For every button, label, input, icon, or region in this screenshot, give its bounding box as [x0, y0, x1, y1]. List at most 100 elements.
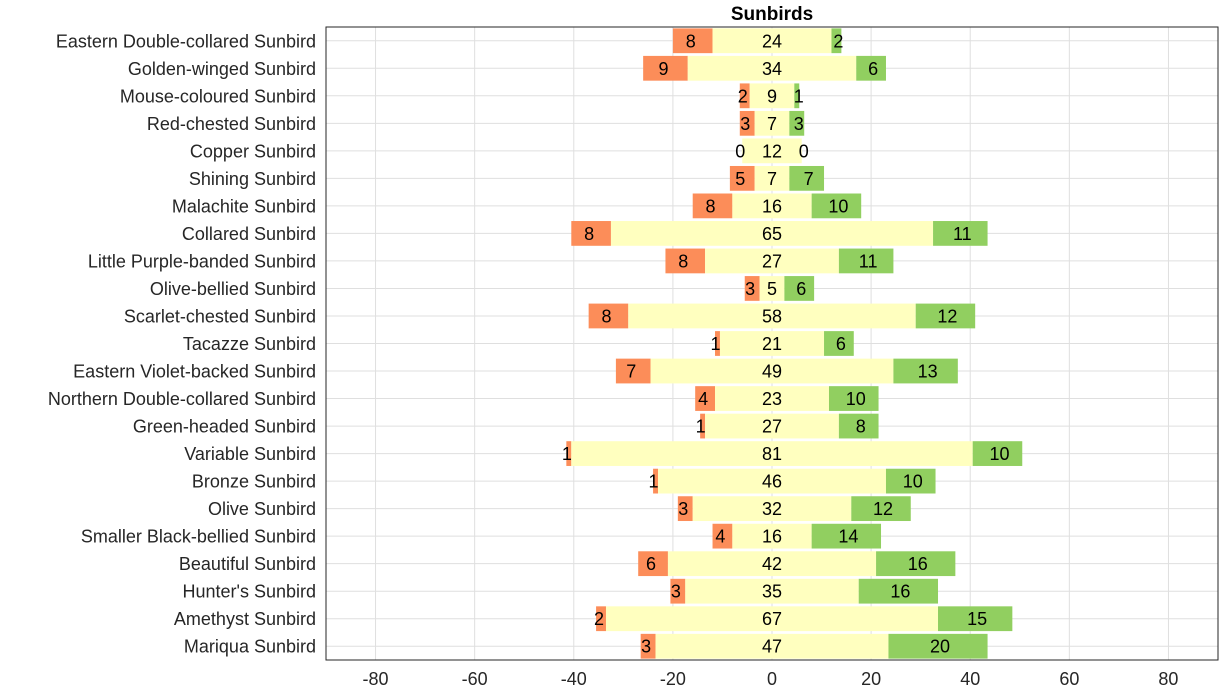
value-label-left: 3: [678, 499, 688, 519]
bar-segment-center: [687, 55, 857, 81]
value-label-left: 1: [696, 417, 706, 437]
value-label-right: 6: [868, 59, 878, 79]
category-label: Collared Sunbird: [182, 224, 316, 244]
value-label-left: 3: [745, 279, 755, 299]
bar-segment-right: [838, 248, 894, 274]
bar-segment-center: [658, 468, 886, 494]
value-label-center: 16: [762, 527, 782, 547]
category-label: Hunter's Sunbird: [182, 582, 316, 602]
value-label-center: 16: [762, 196, 782, 216]
category-label: Olive-bellied Sunbird: [150, 279, 316, 299]
category-label: Mariqua Sunbird: [184, 637, 316, 657]
value-label-center: 35: [762, 582, 782, 602]
bar-segment-left: [670, 578, 686, 604]
bar-segment-center: [742, 138, 802, 164]
value-label-right: 10: [903, 472, 923, 492]
value-label-right: 16: [890, 582, 910, 602]
value-label-right: 11: [859, 251, 878, 271]
value-label-right: 2: [833, 31, 843, 51]
bars: [566, 28, 1023, 659]
bar-segment-right: [794, 83, 800, 109]
x-tick-label: -80: [363, 669, 389, 689]
value-label-center: 67: [762, 609, 782, 629]
bar-segment-right: [828, 386, 879, 411]
bar-segment-center: [754, 110, 790, 136]
value-labels: 8 24 29 34 62 9 13 7 30 12 05 7 78 16 108 65 118 27 113 5 68…: [562, 31, 1010, 656]
bar-segment-left: [700, 413, 706, 439]
bar-segment-left: [566, 441, 572, 466]
value-label-right: 16: [908, 554, 928, 574]
x-tick-label: -20: [660, 669, 686, 689]
bar-segment-left: [615, 358, 651, 384]
value-label-left: 1: [649, 472, 659, 492]
bar-segment-center: [610, 221, 934, 246]
category-label: Olive Sunbird: [208, 499, 316, 519]
category-label: Tacazze Sunbird: [183, 334, 316, 354]
bar-segment-left: [715, 331, 720, 356]
value-label-left: 3: [641, 637, 651, 657]
value-label-left: 1: [562, 444, 572, 464]
bar-segment-right: [789, 165, 825, 191]
bar-segment-left: [665, 248, 706, 274]
value-label-center: 58: [762, 306, 782, 326]
bar-segment-center: [571, 441, 973, 466]
value-label-left: 3: [671, 582, 681, 602]
x-tick-label: 40: [960, 669, 980, 689]
value-label-center: 23: [762, 389, 782, 409]
category-label: Smaller Black-bellied Sunbird: [81, 527, 316, 547]
bar-segment-center: [732, 193, 812, 219]
bar-segment-left: [643, 55, 688, 81]
bar-segment-left: [596, 606, 606, 632]
bar-segment-right: [915, 303, 976, 329]
value-label-right: 1: [794, 86, 804, 106]
bar-segment-left: [571, 221, 611, 246]
value-label-left: 3: [740, 114, 750, 134]
category-label: Eastern Double-collared Sunbird: [56, 31, 316, 51]
category-label: Amethyst Sunbird: [174, 609, 316, 629]
plot-frame: [325, 26, 1219, 661]
bar-segment-center: [719, 331, 825, 356]
bar-segment-center: [705, 248, 839, 274]
bar-segment-center: [749, 83, 795, 109]
value-label-left: 2: [738, 86, 748, 106]
bar-segment-right: [824, 331, 854, 356]
bar-segment-center: [705, 413, 839, 439]
bar-segment-center: [605, 606, 939, 632]
category-label: Green-headed Sunbird: [133, 417, 316, 437]
bar-segment-right: [784, 276, 815, 301]
x-tick-label: 60: [1059, 669, 1079, 689]
value-label-right: 20: [930, 637, 950, 657]
bar-segment-right: [811, 193, 862, 219]
category-label: Copper Sunbird: [190, 141, 316, 161]
value-label-center: 34: [762, 59, 782, 79]
bar-segment-right: [972, 441, 1023, 466]
value-label-right: 3: [794, 114, 804, 134]
value-label-center: 21: [762, 334, 782, 354]
bar-segment-left: [739, 110, 755, 136]
category-label: Mouse-coloured Sunbird: [120, 86, 316, 106]
bar-segment-left: [729, 165, 755, 191]
value-label-left: 4: [715, 527, 725, 547]
value-label-left: 1: [710, 334, 720, 354]
category-label: Malachite Sunbird: [172, 196, 316, 216]
value-label-right: 10: [989, 444, 1009, 464]
value-label-right: 8: [856, 417, 866, 437]
category-label: Red-chested Sunbird: [147, 114, 316, 134]
bar-segment-left: [695, 386, 716, 411]
bar-segment-right: [851, 496, 911, 522]
value-label-right: 10: [828, 196, 848, 216]
value-label-right: 0: [799, 141, 809, 161]
bar-segment-left: [588, 303, 629, 329]
category-label: Scarlet-chested Sunbird: [124, 306, 316, 326]
category-label: Northern Double-collared Sunbird: [48, 389, 316, 409]
value-label-right: 13: [918, 362, 938, 382]
bar-segment-right: [831, 28, 842, 54]
bar-segment-left: [677, 496, 693, 522]
value-label-center: 5: [767, 279, 777, 299]
value-label-center: 9: [767, 86, 777, 106]
value-label-left: 8: [601, 306, 611, 326]
bar-segment-right: [838, 413, 879, 439]
category-label: Shining Sunbird: [189, 169, 316, 189]
value-label-center: 49: [762, 362, 782, 382]
